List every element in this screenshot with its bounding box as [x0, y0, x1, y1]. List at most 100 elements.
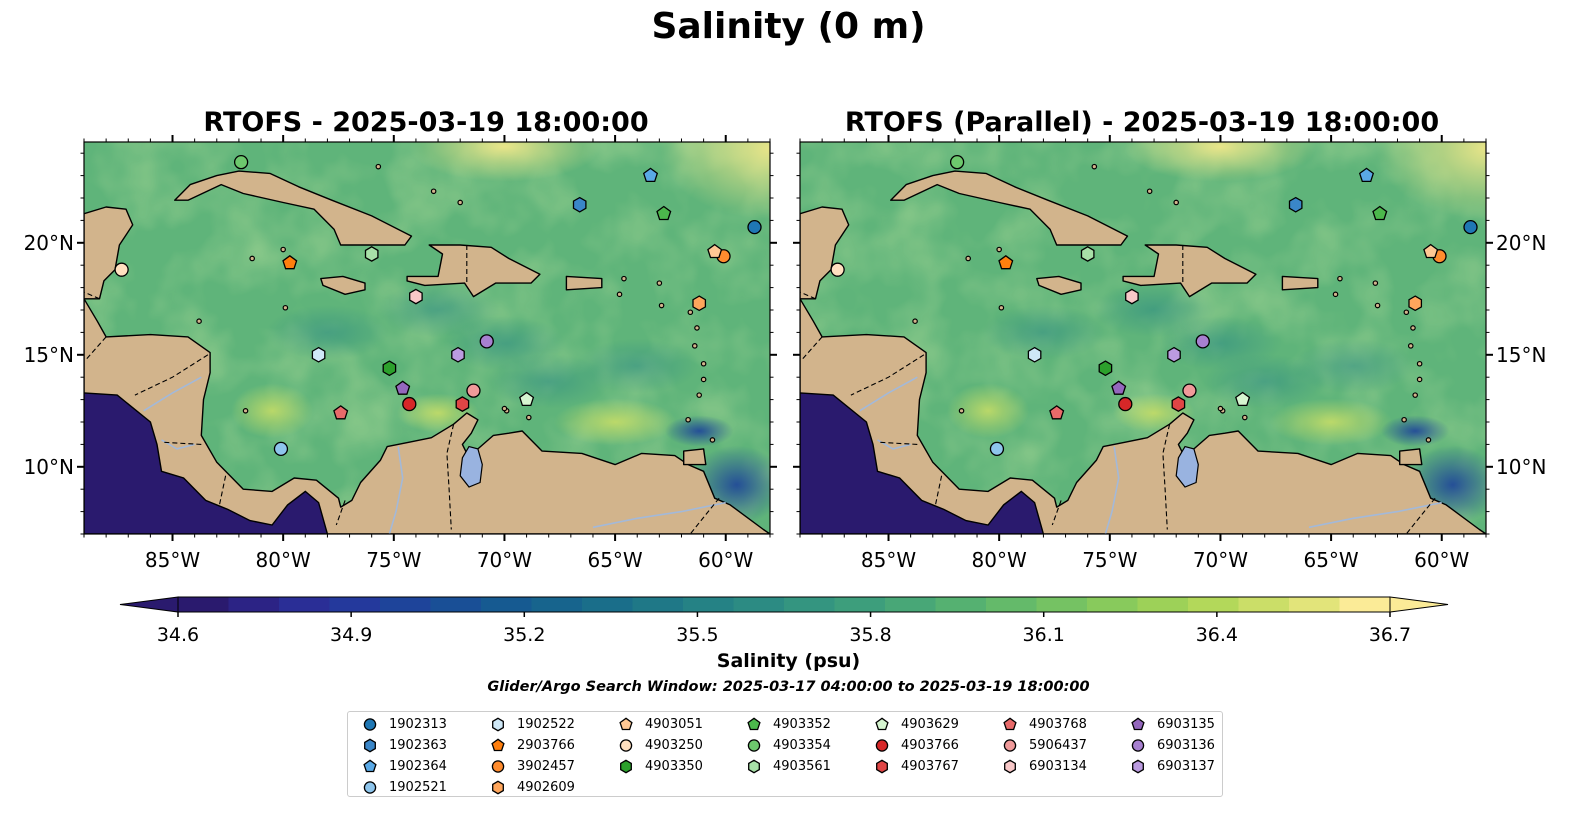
- island: [501, 405, 508, 412]
- island: [912, 318, 918, 325]
- lon-tick-label: 60°W: [698, 548, 753, 572]
- legend-marker-pentagon-icon: [491, 738, 505, 752]
- colorbar-min-extension: [119, 596, 179, 613]
- lat-tick-label: 15°N: [1496, 343, 1546, 367]
- legend-marker-hexagon-icon: [492, 780, 504, 795]
- colorbar-tick-label: 35.2: [503, 624, 545, 646]
- legend-label: 4903354: [773, 738, 831, 753]
- island: [1410, 325, 1416, 331]
- island: [998, 304, 1005, 311]
- colorbar-tick-label: 35.5: [676, 624, 718, 646]
- colorbar-swatch: [329, 597, 381, 612]
- colorbar-swatch: [1238, 597, 1290, 612]
- legend-marker-pentagon-icon: [747, 717, 761, 731]
- float-1902363: [572, 196, 587, 213]
- colorbar-swatch: [935, 597, 987, 612]
- island: [282, 304, 289, 311]
- float-6903137: [1167, 346, 1181, 363]
- island: [196, 318, 202, 325]
- island: [691, 343, 698, 349]
- colorbar-swatch: [178, 597, 230, 612]
- lon-tick-label: 65°W: [587, 548, 642, 572]
- legend-label: 2903766: [517, 738, 575, 753]
- float-4903051: [1423, 243, 1439, 259]
- float-1902364: [642, 167, 659, 183]
- island: [1091, 163, 1098, 170]
- float-4903768: [333, 405, 349, 420]
- island: [1412, 392, 1418, 398]
- float-4903768: [1049, 405, 1065, 420]
- legend-label: 5906437: [1029, 738, 1087, 753]
- colorbar-swatch: [380, 597, 432, 612]
- float-6903137: [451, 346, 465, 363]
- map-frame: [799, 141, 1487, 535]
- float-4903051: [707, 243, 723, 259]
- float-4902609: [692, 295, 707, 312]
- island: [709, 437, 716, 443]
- colorbar-swatch: [1087, 597, 1139, 612]
- legend-marker-circle-icon: [747, 739, 761, 752]
- legend-label: 1902313: [389, 717, 447, 732]
- legend-marker-hexagon-icon: [1132, 759, 1144, 774]
- colorbar-swatch: [1036, 597, 1088, 612]
- float-1902522: [1027, 346, 1042, 363]
- float-1902522: [311, 346, 326, 363]
- legend-marker: [363, 759, 377, 773]
- legend-marker: [620, 759, 632, 774]
- colorbar-swatch: [733, 597, 785, 612]
- legend-marker: [1004, 759, 1016, 774]
- legend-marker-hexagon-icon: [364, 738, 376, 753]
- lon-tick-label: 85°W: [145, 548, 200, 572]
- island: [280, 246, 286, 253]
- legend-label: 4902609: [517, 780, 575, 795]
- lake-maracaibo: [459, 445, 483, 488]
- colorbar-swatch: [1339, 597, 1391, 612]
- legend-marker: [619, 739, 633, 752]
- land-cuba: [173, 170, 413, 246]
- island: [1403, 309, 1410, 316]
- island: [696, 392, 702, 398]
- legend-label: 4903629: [901, 717, 959, 732]
- island: [694, 325, 700, 331]
- colorbar-swatch: [784, 597, 836, 612]
- land-yucatan: [800, 206, 850, 300]
- legend-marker: [492, 717, 504, 732]
- island: [1217, 405, 1224, 412]
- legend-marker-circle-icon: [363, 781, 377, 794]
- colorbar-swatch: [1137, 597, 1189, 612]
- island: [1374, 302, 1381, 309]
- float-5906437: [466, 383, 481, 398]
- float-6903135: [395, 380, 411, 395]
- axis-ticks: 85°W 80°W 75°W 70°W 65°W 60°W 20°N 15°N 10°N: [793, 135, 1546, 572]
- colorbar-label: Salinity (psu): [716, 650, 861, 672]
- legend-marker-circle-icon: [363, 718, 377, 731]
- float-4903350: [382, 360, 397, 377]
- island: [616, 291, 623, 298]
- float-4903561: [364, 246, 379, 262]
- lon-tick-label: 70°W: [477, 548, 532, 572]
- land-trinidad: [683, 448, 707, 466]
- float-6903134: [1125, 288, 1139, 305]
- right-panel-title: RTOFS (Parallel) - 2025-03-19 18:00:00: [844, 107, 1440, 138]
- lon-tick-label: 75°W: [366, 548, 421, 572]
- float-4903767: [1171, 396, 1186, 412]
- legend-marker-circle-icon: [1003, 739, 1017, 752]
- legend-marker: [491, 738, 505, 752]
- lat-tick-label: 20°N: [1496, 231, 1546, 255]
- island: [1146, 188, 1153, 195]
- float-4903629: [519, 391, 535, 407]
- land-yucatan: [84, 206, 134, 300]
- legend-marker-pentagon-icon: [875, 717, 889, 731]
- colorbar-swatch: [279, 597, 331, 612]
- legend-label: 4903051: [645, 717, 703, 732]
- island: [1173, 199, 1179, 206]
- legend-marker-circle-icon: [875, 739, 889, 752]
- legend-label: 4903768: [1029, 717, 1087, 732]
- island: [1425, 437, 1432, 443]
- island: [375, 163, 382, 170]
- lon-tick-label: 80°W: [256, 548, 311, 572]
- island: [1241, 414, 1248, 421]
- colorbar-swatch: [582, 597, 634, 612]
- search-window-caption: Glider/Argo Search Window: 2025-03-17 04…: [487, 679, 1090, 695]
